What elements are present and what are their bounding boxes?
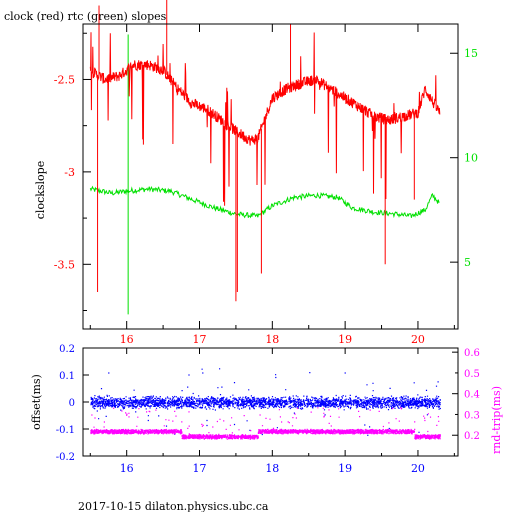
top-y-axis-label: clockslope bbox=[34, 161, 47, 219]
bottom-x-tick-label: 17 bbox=[193, 462, 207, 475]
bottom-axes: 16 17 18 19 20 -0.2 -0.1 0 0.1 0.2 0.2 0.4 0.6 0.3 0.5 bbox=[56, 344, 480, 475]
top-y-tick-label: -3.5 bbox=[54, 258, 75, 271]
bottom-y-tick-label: -0.2 bbox=[56, 452, 75, 463]
bottom-y-tick-label: 0 bbox=[69, 398, 75, 409]
bottom-y2-tick-label: 0.2 bbox=[464, 431, 480, 442]
bottom-y2-tick-label: 0.4 bbox=[464, 390, 480, 401]
bottom-x-tick-label: 16 bbox=[120, 462, 134, 475]
bottom-y2-tick-label: 0.6 bbox=[464, 348, 480, 359]
bottom-y2-axis-label: rnd-trip(ms) bbox=[490, 386, 503, 454]
top-y2-tick-label: 15 bbox=[464, 47, 478, 60]
bottom-y-tick-label: 0.2 bbox=[59, 344, 75, 355]
offset-panel: 16 17 18 19 20 -0.2 -0.1 0 0.1 0.2 0.2 0.4 0.6 0.3 0.5… bbox=[30, 344, 503, 475]
top-x-tick-label: 18 bbox=[265, 333, 279, 346]
bottom-x-tick-label: 18 bbox=[265, 462, 279, 475]
top-y2-tick-label: 10 bbox=[464, 152, 478, 165]
top-plot-frame bbox=[82, 23, 459, 330]
top-plot-marks bbox=[89, 0, 441, 315]
top-x-tick-label: 20 bbox=[411, 333, 425, 346]
bottom-y2-minor-tick-label: 0.3 bbox=[464, 410, 480, 421]
top-y2-tick-label: 5 bbox=[464, 256, 471, 269]
offset-series-points bbox=[90, 368, 442, 436]
clock-series-line bbox=[89, 32, 441, 206]
top-x-tick-label: 19 bbox=[338, 333, 352, 346]
top-x-tick-label: 16 bbox=[120, 333, 134, 346]
rndtrip-series-points bbox=[90, 407, 441, 440]
top-y-tick-label: -3 bbox=[64, 166, 75, 179]
bottom-x-tick-label: 19 bbox=[338, 462, 352, 475]
bottom-y-tick-label: -0.1 bbox=[56, 425, 75, 436]
bottom-y-tick-label: 0.1 bbox=[59, 371, 75, 382]
top-y-tick-label: -2.5 bbox=[54, 73, 75, 86]
top-x-tick-label: 17 bbox=[193, 333, 207, 346]
rtc-series-line bbox=[89, 185, 440, 219]
bottom-y2-minor-tick-label: 0.5 bbox=[464, 369, 480, 380]
bottom-x-tick-label: 20 bbox=[411, 462, 425, 475]
footer-text: 2017-10-15 dilaton.physics.ubc.ca bbox=[78, 500, 269, 512]
bottom-y-axis-label: offset(ms) bbox=[30, 374, 43, 430]
chart-title: clock (red) rtc (green) slopes bbox=[4, 10, 167, 23]
bottom-plot-marks bbox=[90, 368, 442, 440]
